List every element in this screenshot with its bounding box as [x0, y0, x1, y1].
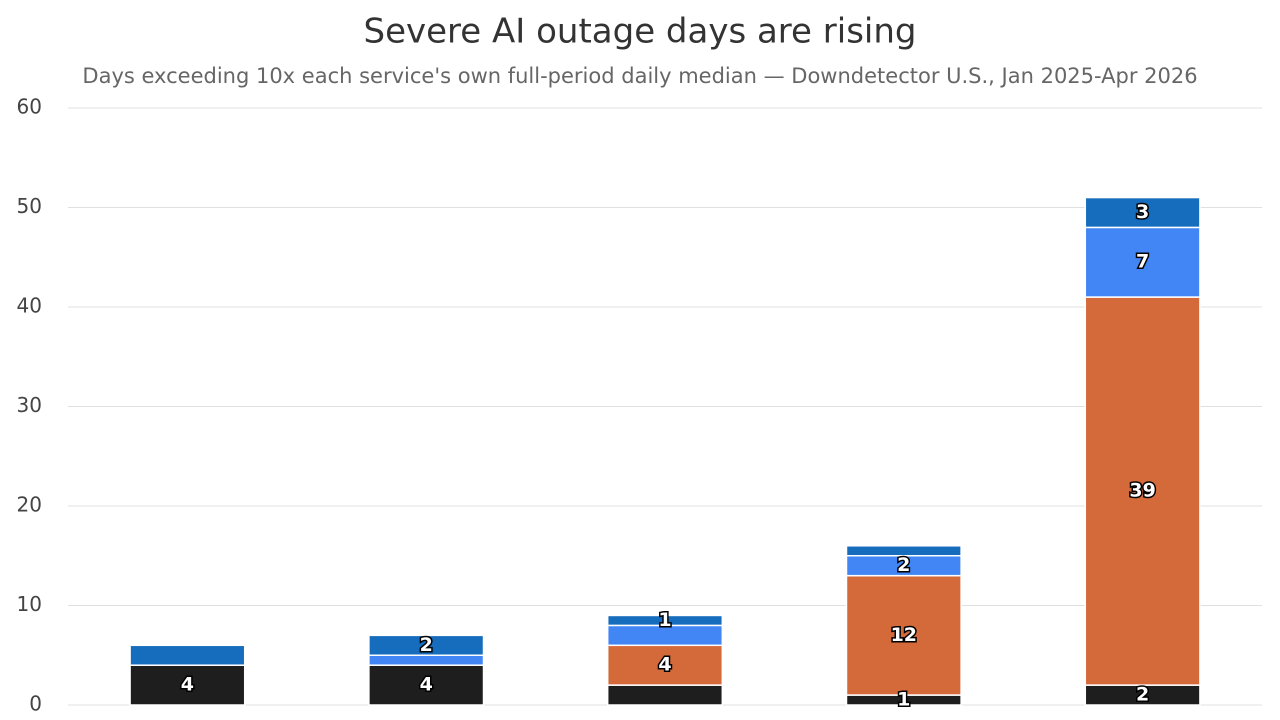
bar-segment — [368, 664, 485, 706]
y-tick-label: 0 — [29, 692, 42, 716]
y-tick-label: 20 — [17, 493, 42, 517]
value-label: 2 — [420, 634, 433, 656]
value-label: 2 — [897, 554, 910, 576]
bar-segment — [1084, 226, 1201, 298]
value-label: 12 — [891, 624, 917, 646]
y-tick-label: 40 — [17, 294, 42, 318]
bar-segment — [606, 644, 724, 686]
bar-segment — [368, 654, 485, 666]
bar-segment — [1084, 296, 1201, 686]
value-label: 1 — [897, 689, 910, 711]
bar-segment — [845, 545, 962, 557]
value-label: 7 — [1136, 251, 1149, 273]
bar-segment — [1084, 196, 1201, 229]
bar-segment — [129, 644, 246, 666]
y-tick-label: 10 — [17, 592, 42, 616]
value-label: 3 — [1136, 201, 1149, 223]
value-label: 4 — [181, 674, 194, 696]
y-tick-label: 50 — [17, 194, 42, 218]
bar-segment — [368, 634, 485, 656]
y-tick-label: 60 — [17, 95, 42, 119]
chart-title: Severe AI outage days are rising — [364, 12, 917, 52]
value-label: 39 — [1129, 480, 1155, 502]
chart-subtitle: Days exceeding 10x each service's own fu… — [82, 64, 1197, 88]
bar-segment — [845, 574, 962, 696]
bar-segment — [606, 684, 724, 706]
bar-segment — [129, 664, 246, 706]
y-tick-label: 30 — [17, 393, 42, 417]
value-label: 4 — [658, 654, 671, 676]
bar-segment — [606, 614, 724, 627]
value-label: 1 — [658, 609, 671, 631]
value-label: 2 — [1136, 684, 1149, 706]
value-label: 4 — [420, 674, 433, 696]
